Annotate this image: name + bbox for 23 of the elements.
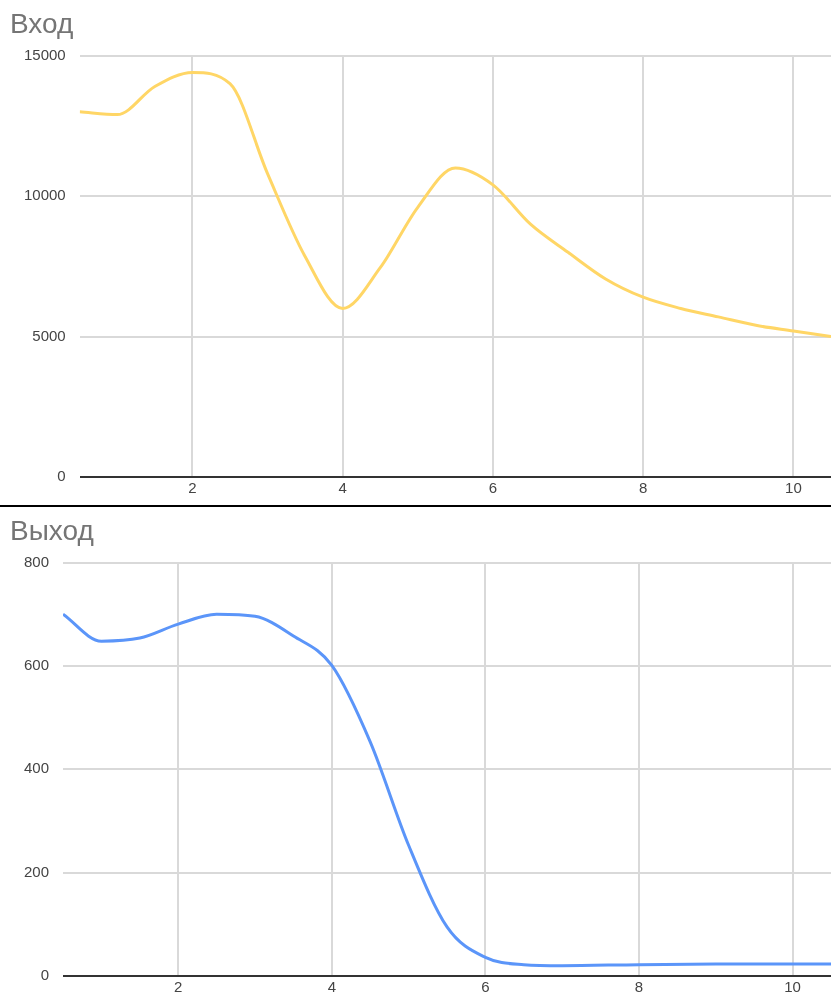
line-series bbox=[79, 70, 831, 339]
y-tick-label: 400 bbox=[24, 759, 50, 777]
x-tick-label: 2 bbox=[188, 479, 197, 497]
y-tick-label: 200 bbox=[24, 862, 50, 880]
x-tick-label: 8 bbox=[639, 479, 648, 497]
x-tick-label: 2 bbox=[174, 978, 183, 996]
x-tick-label: 4 bbox=[338, 479, 347, 497]
chart-title: Выход bbox=[10, 514, 94, 546]
x-tick-label: 6 bbox=[488, 479, 498, 497]
line-series bbox=[63, 612, 831, 968]
x-tick-label: 10 bbox=[784, 978, 801, 996]
y-tick-label: 600 bbox=[24, 656, 50, 674]
y-tick-label: 15000 bbox=[23, 45, 66, 63]
x-tick-label: 10 bbox=[785, 479, 802, 497]
y-tick-label: 10000 bbox=[23, 186, 66, 204]
y-tick-label: 0 bbox=[40, 966, 50, 984]
chart-title: Вход bbox=[10, 7, 74, 39]
y-tick-label: 800 bbox=[24, 552, 50, 570]
x-tick-label: 8 bbox=[634, 978, 644, 996]
y-tick-label: 0 bbox=[57, 467, 66, 485]
x-tick-label: 4 bbox=[327, 978, 336, 996]
x-tick-label: 6 bbox=[481, 978, 490, 996]
y-tick-label: 5000 bbox=[32, 326, 66, 344]
